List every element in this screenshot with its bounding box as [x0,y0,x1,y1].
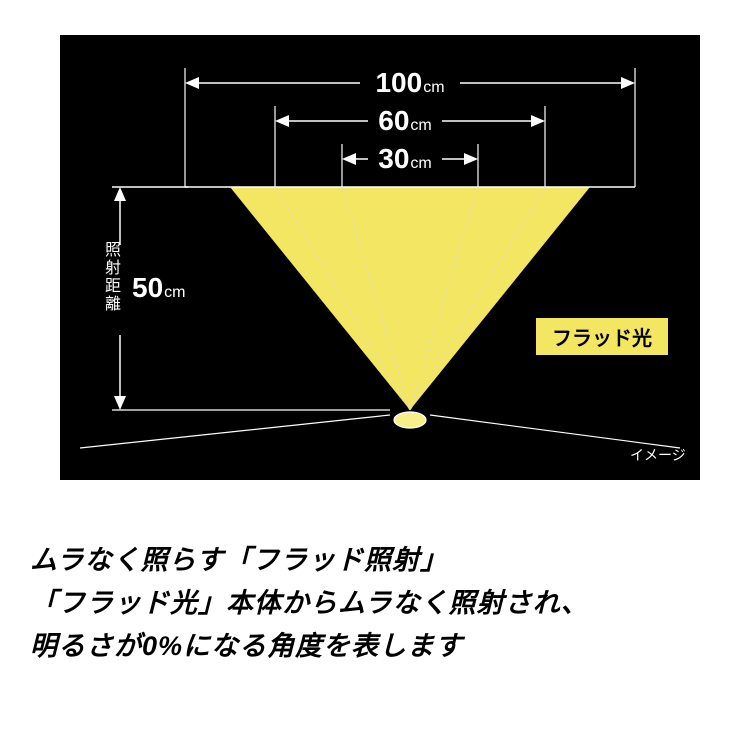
beam-diagram-svg: 100cm 60cm 30cm [60,35,700,480]
caption-line-1: ムラなく照らす「フラッド照射」 [30,540,448,582]
dim-50-unit: cm [164,284,185,301]
caption-line-3: 明るさが0%になる角度を表します [30,626,463,668]
caption-line-3-text: 明るさが0%になる角度を表します [30,631,463,661]
dim-30-unit: cm [410,155,431,172]
svg-text:30cm: 30cm [378,143,431,174]
caption-line-2: 「フラッド光」本体からムラなく照射され、 [30,583,589,625]
dim-60-num: 60 [378,105,409,136]
beam-triangle [230,187,590,410]
svg-text:50cm: 50cm [132,272,185,303]
svg-text:照 射 距: 照 射 距 離 [105,241,125,313]
dim-60-unit: cm [410,117,431,134]
diagram-panel: 100cm 60cm 30cm [60,35,700,480]
light-source [394,412,426,428]
dim-100-unit: cm [423,79,444,96]
v-distance-label: 照 射 距 離 50cm [105,241,185,313]
flood-light-label: フラッド光 [535,317,669,356]
dim-50-num: 50 [132,272,163,303]
dim-100-num: 100 [375,67,422,98]
dim-row-100: 100cm [185,67,635,98]
image-note-text: イメージ [630,447,686,463]
dim-row-30: 30cm [342,143,478,174]
image-note: イメージ [630,445,686,465]
caption-line-2-text: 「フラッド光」本体からムラなく照射され、 [30,588,589,618]
floor-line-right [430,415,680,448]
caption-line-1-text: ムラなく照らす「フラッド照射」 [30,545,448,575]
floor-line-left [80,415,390,448]
dim-30-num: 30 [378,143,409,174]
dim-row-60: 60cm [275,105,545,136]
svg-text:100cm: 100cm [375,67,444,98]
svg-text:60cm: 60cm [378,105,431,136]
flood-light-label-text: フラッド光 [552,328,652,350]
